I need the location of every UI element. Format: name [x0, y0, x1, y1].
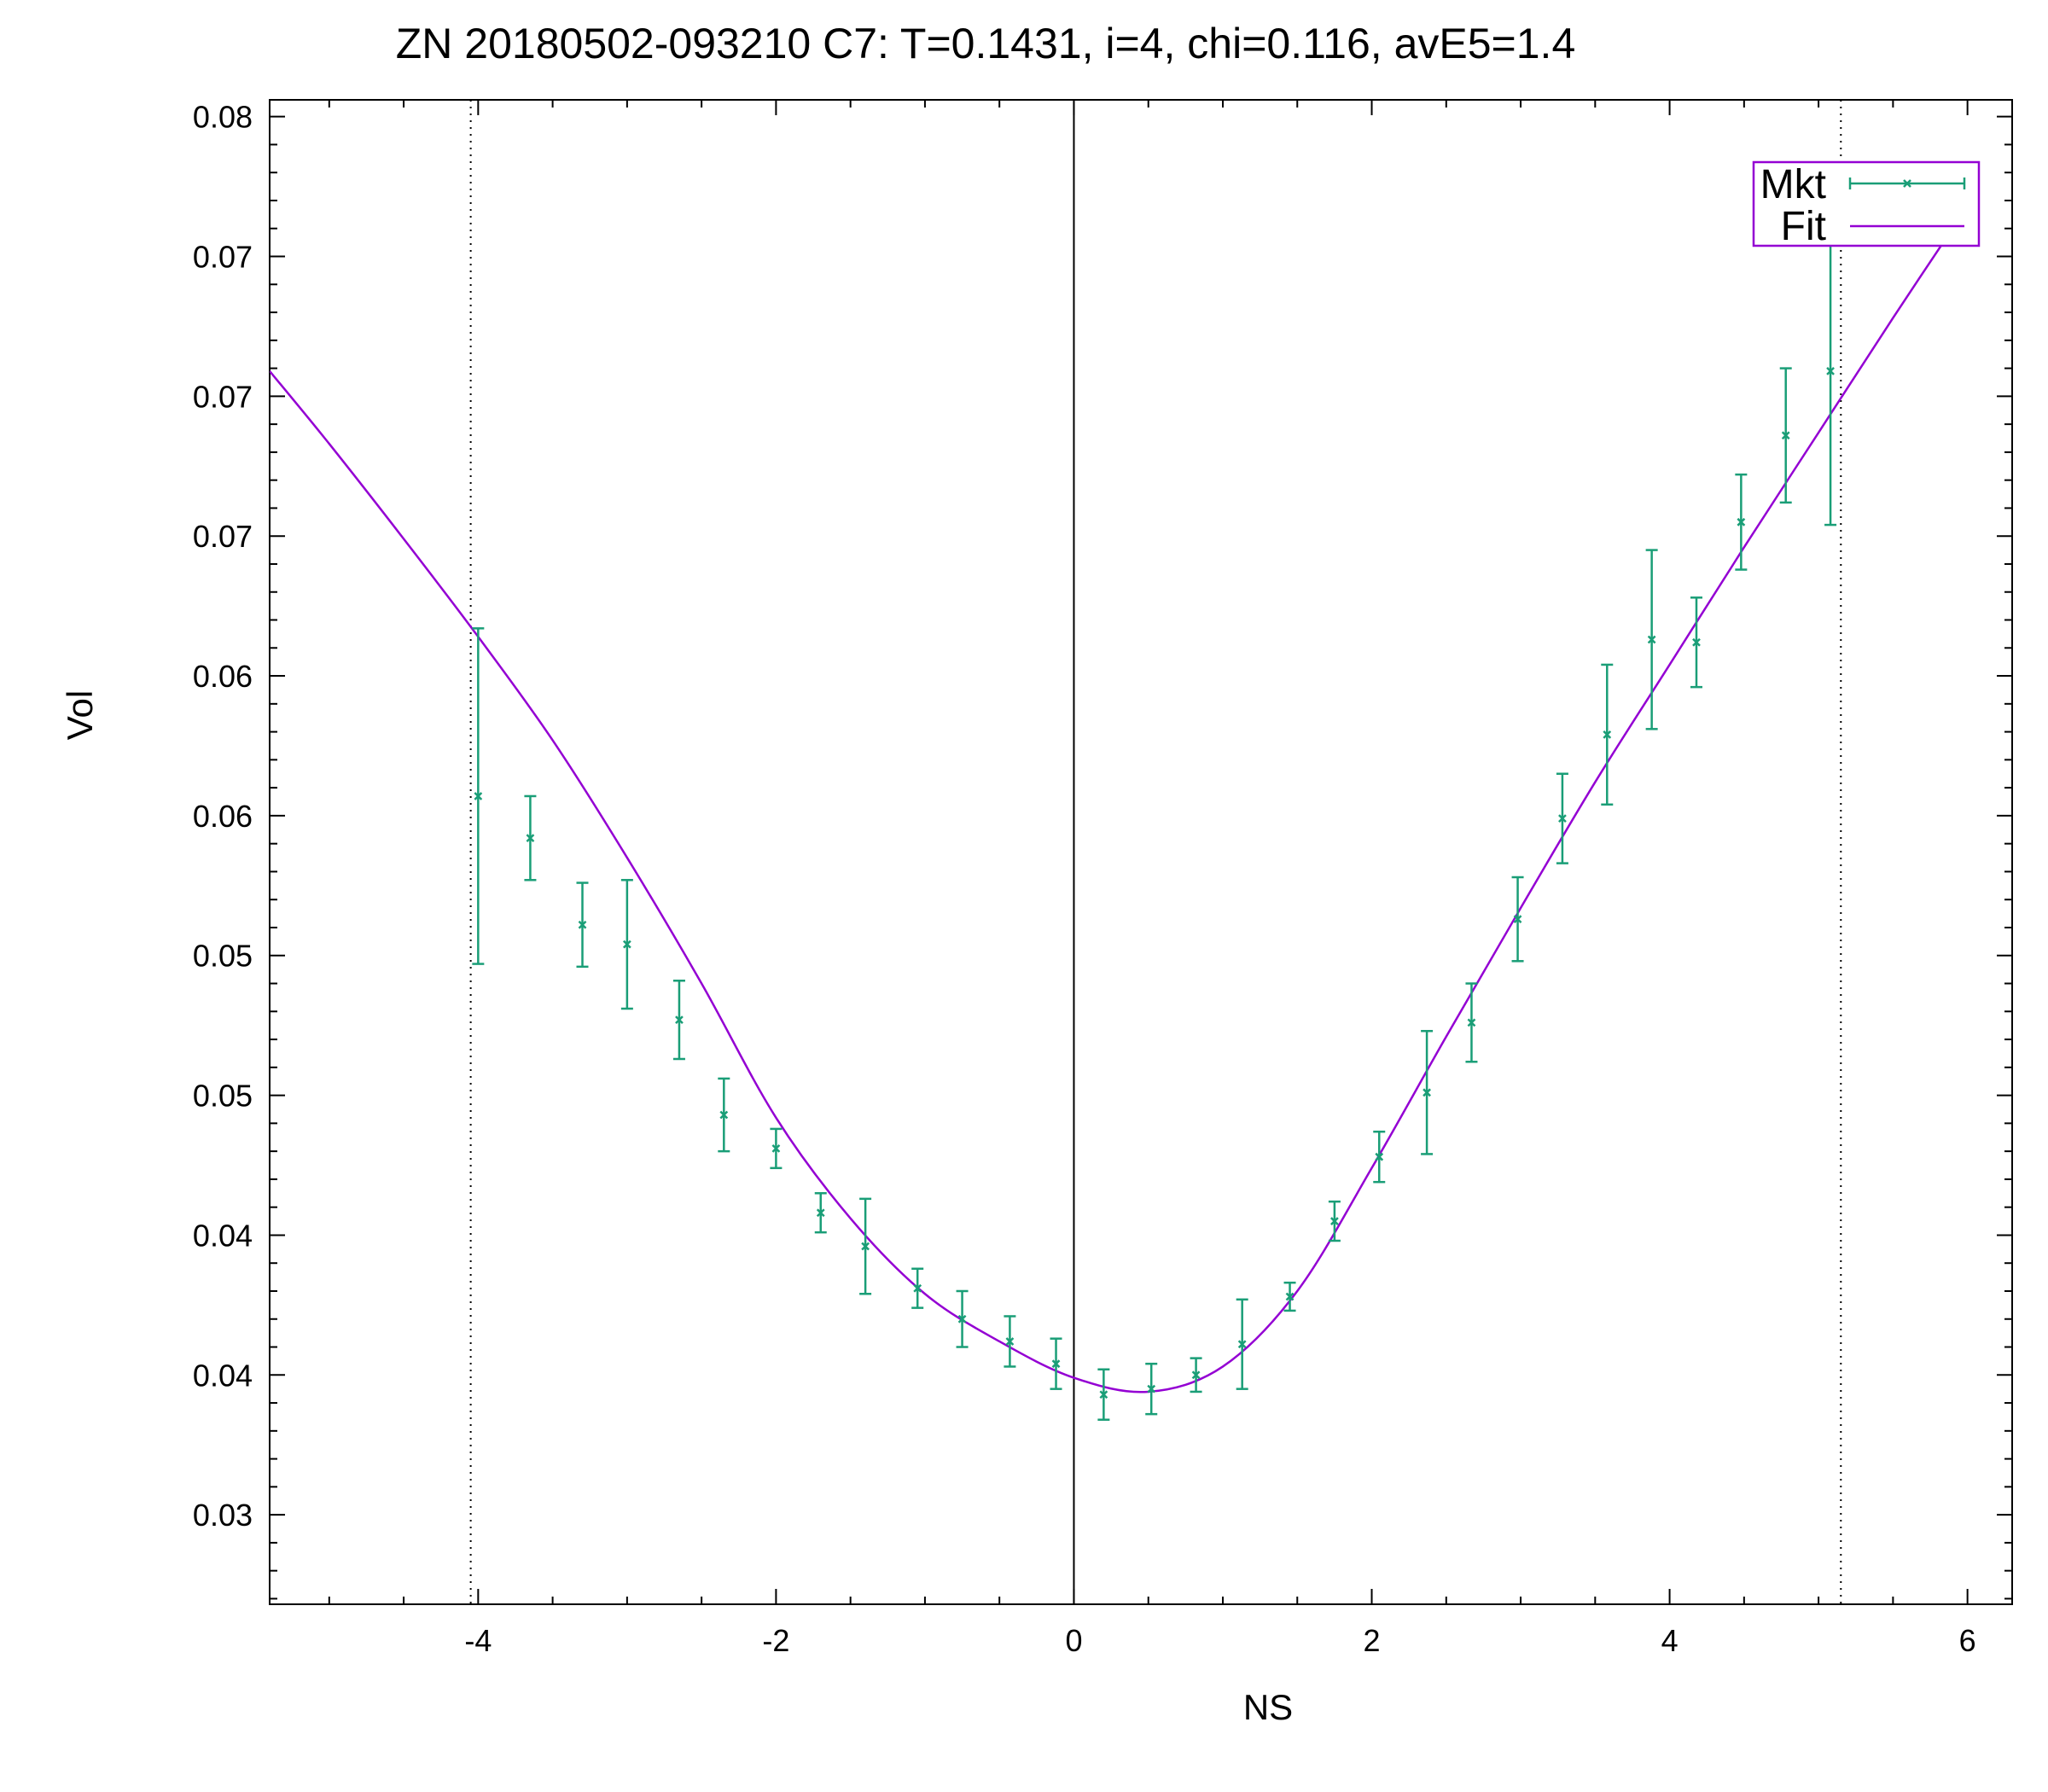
mkt-point: [1050, 1337, 1062, 1390]
x-tick-label: -2: [762, 1623, 789, 1658]
y-tick-label: 0.07: [193, 240, 253, 275]
mkt-point: [576, 881, 589, 969]
chart-title: ZN 20180502-093210 C7: T=0.1431, i=4, ch…: [396, 20, 1576, 67]
mkt-point: [859, 1197, 872, 1295]
mkt-point: [1421, 1029, 1434, 1155]
mkt-marker: [526, 834, 535, 842]
legend-box: [1752, 160, 1981, 247]
mkt-marker: [1005, 1337, 1015, 1346]
legend: Mkt Fit: [1752, 160, 1981, 249]
mkt-marker: [957, 1314, 967, 1324]
legend-mkt-marker: [1903, 179, 1911, 188]
mkt-marker: [1513, 915, 1522, 924]
fit-series: [270, 205, 1969, 1393]
legend-label-fit: Fit: [1781, 204, 1826, 249]
y-tick-label: 0.03: [193, 1498, 253, 1533]
mkt-marker: [913, 1283, 922, 1293]
y-tick-label: 0.04: [193, 1358, 253, 1393]
mkt-marker: [675, 1015, 684, 1025]
mkt-marker: [474, 792, 483, 800]
mkt-point: [911, 1267, 924, 1309]
mkt-point: [1556, 772, 1568, 864]
mkt-point: [1004, 1315, 1016, 1368]
mkt-marker: [1781, 431, 1790, 440]
x-axis-ticks: -4 -2 0 2 4 6: [328, 100, 1976, 1658]
mkt-point: [1511, 876, 1524, 963]
plot-border: [269, 99, 2013, 1605]
mkt-marker: [771, 1143, 781, 1153]
mkt-marker: [1603, 730, 1612, 739]
y-axis-ticks: 0.03 0.04 0.04 0.05 0.05 0.06 0.06 0.07 0.07 0.07…: [193, 100, 2012, 1600]
mkt-point: [770, 1127, 783, 1170]
mkt-marker: [1467, 1018, 1476, 1027]
mkt-marker: [719, 1110, 729, 1120]
mkt-marker: [1147, 1384, 1156, 1393]
mkt-point: [1690, 596, 1702, 689]
legend-label-mkt: Mkt: [1760, 162, 1826, 207]
mkt-point: [1145, 1362, 1158, 1416]
mkt-marker: [1647, 635, 1656, 644]
legend-sample-mkt: [1848, 177, 1966, 189]
y-axis-label: Vol: [60, 690, 100, 740]
mkt-marker: [1737, 517, 1746, 527]
y-tick-label: 0.06: [193, 659, 253, 694]
mkt-marker: [816, 1208, 825, 1218]
mkt-marker: [1191, 1370, 1201, 1380]
market-series: [472, 216, 1837, 1421]
mkt-marker: [1692, 637, 1701, 647]
mkt-marker: [578, 920, 587, 929]
y-tick-label: 0.07: [193, 519, 253, 554]
x-tick-label: 6: [1959, 1623, 1976, 1658]
mkt-point: [718, 1077, 730, 1153]
mkt-marker: [1826, 366, 1835, 375]
plot-frame: [269, 99, 2013, 1605]
mkt-point: [1236, 1298, 1248, 1390]
mkt-point: [1283, 1281, 1296, 1312]
mkt-marker: [1558, 814, 1567, 823]
mkt-point: [1779, 367, 1792, 504]
mkt-marker: [1237, 1340, 1247, 1349]
y-tick-label: 0.05: [193, 939, 253, 974]
mkt-marker: [622, 940, 631, 949]
y-tick-label: 0.07: [193, 379, 253, 414]
mkt-point: [472, 627, 485, 965]
mkt-point: [814, 1192, 827, 1234]
mkt-point: [620, 879, 633, 1010]
mkt-point: [1097, 1368, 1110, 1421]
mkt-point: [1465, 982, 1478, 1063]
mkt-marker: [1423, 1088, 1431, 1097]
mkt-marker: [1285, 1292, 1295, 1301]
y-tick-label: 0.06: [193, 799, 253, 834]
mkt-point: [524, 794, 537, 881]
x-tick-label: 2: [1364, 1623, 1381, 1658]
mkt-point: [1373, 1130, 1386, 1184]
mkt-point: [1190, 1357, 1202, 1393]
mkt-point: [672, 979, 685, 1061]
x-tick-label: 0: [1065, 1623, 1082, 1658]
y-tick-label: 0.05: [193, 1079, 253, 1114]
mkt-marker: [1330, 1217, 1339, 1225]
mkt-point: [1824, 216, 1837, 527]
mkt-point: [1735, 473, 1748, 571]
mkt-marker: [861, 1242, 870, 1251]
x-tick-label: -4: [464, 1623, 492, 1658]
mkt-marker: [1099, 1390, 1108, 1399]
x-axis-label: NS: [1243, 1687, 1293, 1727]
mkt-point: [956, 1289, 969, 1348]
reference-lines: [469, 100, 1842, 1604]
mkt-point: [1328, 1200, 1341, 1242]
fit-line: [270, 205, 1969, 1393]
mkt-point: [1601, 663, 1614, 806]
mkt-point: [1645, 549, 1658, 730]
y-tick-label: 0.04: [193, 1218, 253, 1253]
x-tick-label: 4: [1661, 1623, 1679, 1658]
mkt-marker: [1375, 1152, 1384, 1161]
y-tick-label: 0.08: [193, 100, 253, 135]
mkt-marker: [1051, 1359, 1061, 1369]
